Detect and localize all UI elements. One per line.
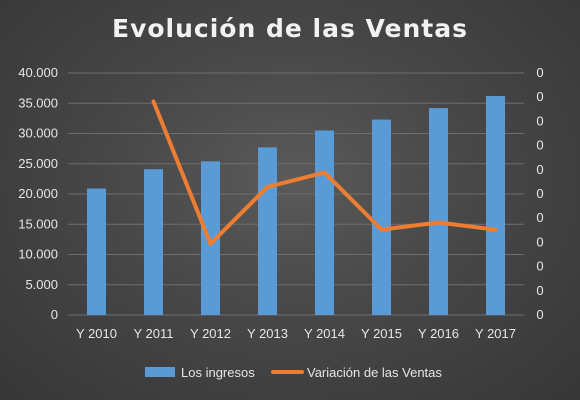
y2-tick-label: 0 [536,234,543,249]
y2-tick-label: 0 [536,283,543,298]
y2-tick-label: 0 [536,138,543,153]
y2-tick-label: 0 [536,89,543,104]
y2-tick-label: 0 [536,259,543,274]
y-tick-label: 35.000 [18,95,58,110]
y-tick-label: 0 [51,307,58,322]
bar [372,119,391,316]
bar [486,95,505,316]
chart-title: Evolución de las Ventas [112,14,468,43]
x-tick-label: Y 2015 [361,326,402,341]
bar [315,130,334,315]
bar [87,188,106,315]
y2-tick-label: 0 [536,186,543,201]
y2-tick-label: 0 [536,307,543,322]
bar [201,161,220,315]
y2-tick-label: 0 [536,210,543,225]
bar [429,108,448,315]
series-line [151,99,498,246]
y-tick-label: 40.000 [18,65,58,80]
y-tick-label: 15.000 [18,216,58,231]
x-tick-label: Y 2014 [304,326,345,341]
y-tick-label: 20.000 [18,186,58,201]
bar [144,169,163,315]
legend-swatch-bar [145,367,175,377]
x-tick-label: Y 2013 [247,326,288,341]
y-tick-label: 5.000 [25,277,58,292]
x-tick-label: Y 2010 [76,326,117,341]
y-tick-label: 10.000 [18,247,58,262]
y2-tick-label: 0 [536,162,543,177]
legend-label: Los ingresos [181,365,255,380]
y2-tick-label: 0 [536,65,543,80]
legend-label: Variación de las Ventas [307,365,442,380]
y-tick-label: 25.000 [18,156,58,171]
x-tick-label: Y 2016 [418,326,459,341]
bar [258,147,277,315]
y-tick-label: 30.000 [18,126,58,141]
x-tick-label: Y 2011 [133,326,173,341]
y2-tick-label: 0 [536,113,543,128]
x-tick-label: Y 2012 [190,326,231,341]
x-tick-label: Y 2017 [475,326,516,341]
